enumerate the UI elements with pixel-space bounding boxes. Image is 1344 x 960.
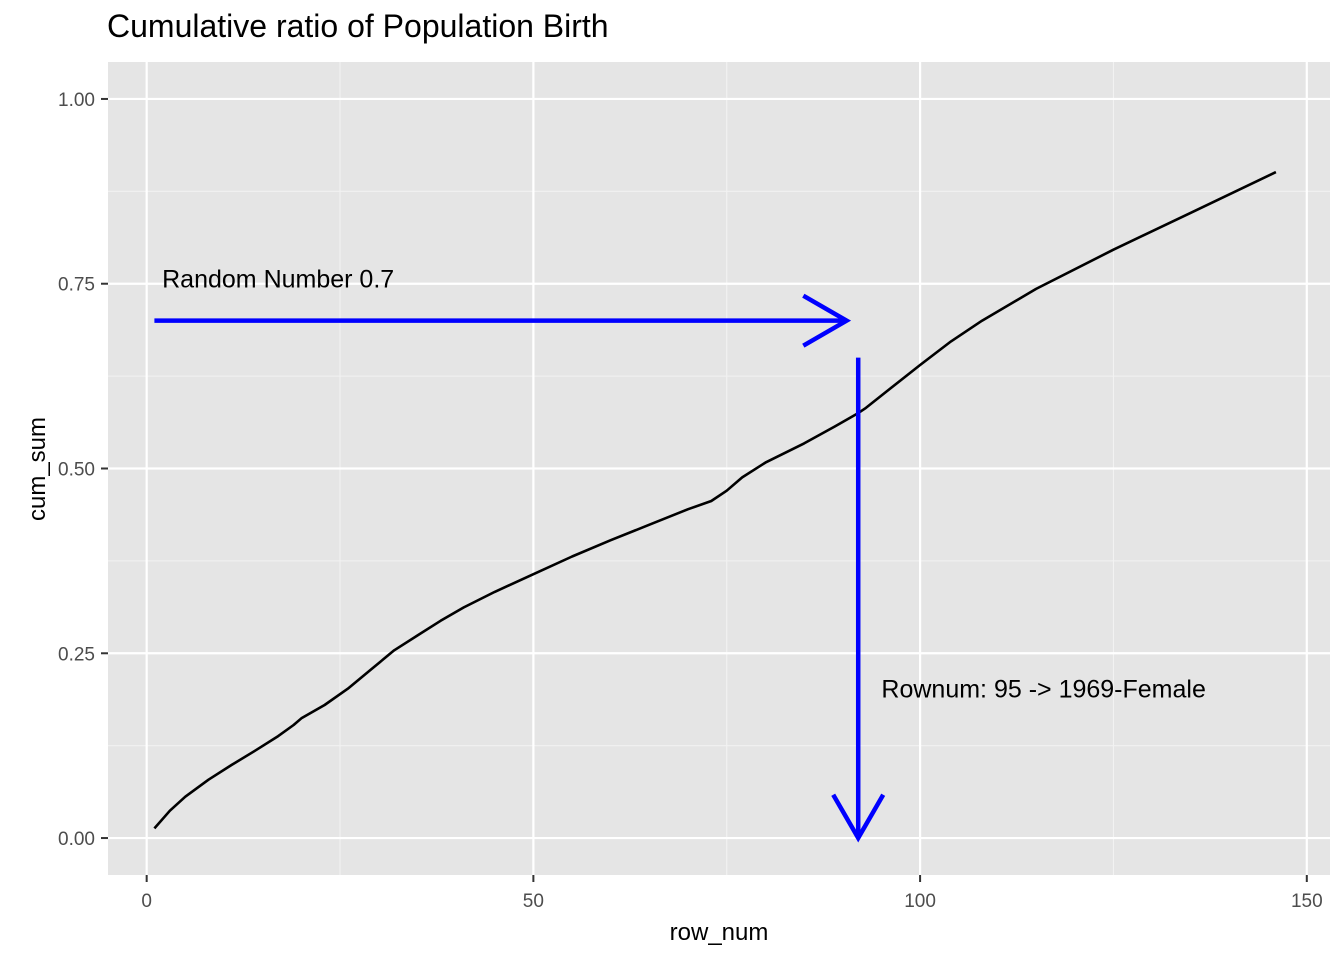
y-axis-title: cum_sum — [24, 417, 51, 521]
annotation-label: Random Number 0.7 — [162, 265, 394, 293]
annotation-arrow-head — [802, 293, 852, 348]
series-line — [153, 170, 1277, 830]
major-gridlines — [108, 62, 1330, 875]
x-tick-label: 100 — [904, 891, 936, 912]
annotation-arrow-head — [831, 793, 886, 843]
y-tick-label: 0.75 — [58, 275, 95, 296]
y-tick-label: 0.00 — [58, 829, 95, 850]
x-tick-label: 50 — [523, 891, 544, 912]
y-tick-label: 0.50 — [58, 460, 95, 481]
x-axis: 0 50 100 150 — [141, 875, 1323, 912]
chart-title: Cumulative ratio of Population Birth — [107, 8, 609, 44]
y-tick-label: 0.25 — [58, 644, 95, 665]
x-axis-title: row_num — [670, 919, 769, 946]
x-tick-label: 150 — [1291, 891, 1323, 912]
y-tick-label: 1.00 — [58, 90, 95, 111]
y-axis: 0.00 0.25 0.50 0.75 1.00 — [58, 90, 108, 850]
x-tick-label: 0 — [141, 891, 152, 912]
annotation-label: Rownum: 95 -> 1969-Female — [881, 676, 1205, 704]
series-group — [153, 170, 1277, 830]
annotations-group: Random Number 0.7 Rownum: 95 -> 1969-Fema… — [154, 265, 1206, 843]
